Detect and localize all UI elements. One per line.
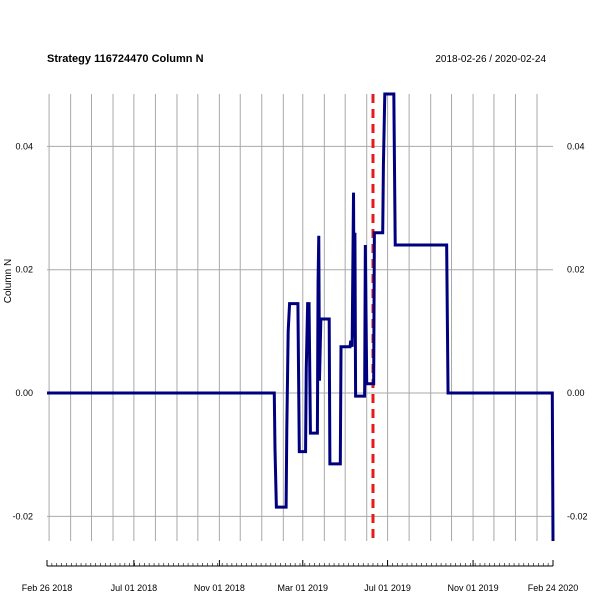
y-tick-label: -0.02 bbox=[12, 511, 33, 521]
grid bbox=[47, 94, 553, 541]
x-tick-label: Jul 01 2019 bbox=[364, 583, 411, 593]
y-tick-label: 0.00 bbox=[15, 388, 33, 398]
series-line bbox=[47, 92, 555, 542]
y-tick-label-right: 0.00 bbox=[567, 388, 585, 398]
x-tick-label: Mar 01 2019 bbox=[278, 583, 329, 593]
y-axis-label: Column N bbox=[3, 259, 14, 303]
y-tick-label-right: -0.02 bbox=[567, 511, 588, 521]
date-range-label: 2018-02-26 / 2020-02-24 bbox=[435, 54, 546, 65]
x-tick-label: Nov 01 2019 bbox=[448, 583, 499, 593]
x-tick-label: Feb 26 2018 bbox=[22, 583, 73, 593]
y-tick-label: 0.02 bbox=[15, 265, 33, 275]
axes: -0.02 -0.02 0.00 0.00 0.02 0.02 0.04 0.04 Feb 26… bbox=[12, 141, 587, 593]
y-tick-label-right: 0.02 bbox=[567, 265, 585, 275]
x-tick-label: Feb 24 2020 bbox=[528, 583, 579, 593]
series-layer bbox=[47, 92, 555, 542]
x-tick-label: Nov 01 2018 bbox=[194, 583, 245, 593]
x-tick-label: Jul 01 2018 bbox=[111, 583, 158, 593]
y-tick-label: 0.04 bbox=[15, 141, 33, 151]
chart-title: Strategy 116724470 Column N bbox=[47, 53, 204, 65]
y-tick-label-right: 0.04 bbox=[567, 141, 585, 151]
